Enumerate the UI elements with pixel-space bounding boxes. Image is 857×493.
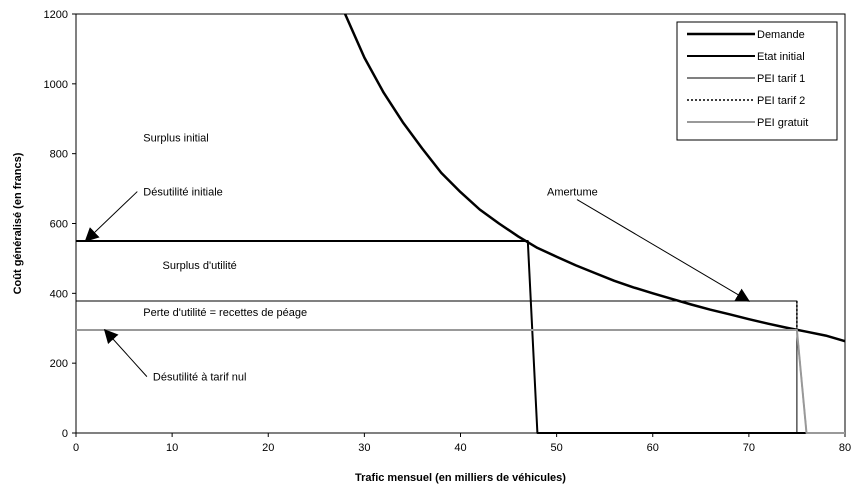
x-tick-label: 60	[647, 442, 659, 454]
legend-label: Demande	[757, 29, 805, 41]
annotation-arrow-desutilite-tarif-nul	[103, 328, 148, 377]
axes: 0 200 400 600 800 1000 1200 0 10 20 30 40 50 60 70 80 Tr…	[12, 9, 851, 484]
series-group	[76, 13, 846, 434]
annotation-arrow-amertume	[576, 199, 751, 302]
series-line-pei-gratuit	[76, 329, 845, 434]
y-tick-label: 0	[62, 428, 68, 440]
legend-label: PEI tarif 1	[757, 73, 805, 85]
legend: Demande Etat initial PEI tarif 1 PEI tarif …	[676, 21, 838, 141]
legend-label: Etat initial	[757, 51, 805, 63]
y-tick-label: 1200	[44, 9, 68, 21]
x-tick-label: 30	[358, 442, 370, 454]
legend-label: PEI tarif 2	[757, 95, 805, 107]
y-tick-label: 800	[50, 149, 68, 161]
annotation-perte-utilite: Perte d'utilité = recettes de péage	[143, 307, 307, 319]
y-tick-label: 400	[50, 288, 68, 300]
x-axis-title: Trafic mensuel (en milliers de véhicules…	[355, 472, 566, 484]
annotation-amertume: Amertume	[547, 187, 598, 199]
x-tick-label: 20	[262, 442, 274, 454]
annotation-desutilite-initiale: Désutilité initiale	[143, 187, 222, 199]
annotation-arrow-desutilite-initiale	[84, 191, 138, 242]
annotations-group: Surplus initial Désutilité initiale Surplu…	[84, 132, 751, 384]
x-tick-label: 40	[454, 442, 466, 454]
y-axis-title: Coût généralisé (en francs)	[12, 152, 24, 294]
legend-label: PEI gratuit	[757, 117, 808, 129]
x-tick-label: 70	[743, 442, 755, 454]
annotation-surplus-utilite: Surplus d'utilité	[163, 260, 237, 272]
x-tick-label: 50	[551, 442, 563, 454]
x-tick-label: 10	[166, 442, 178, 454]
annotation-desutilite-tarif-nul: Désutilité à tarif nul	[153, 372, 247, 384]
series-line-demande	[343, 13, 846, 343]
x-tick-label: 0	[73, 442, 79, 454]
y-tick-label: 600	[50, 219, 68, 231]
annotation-surplus-initial: Surplus initial	[143, 132, 208, 144]
y-tick-label: 1000	[44, 79, 68, 91]
y-tick-label: 200	[50, 358, 68, 370]
series-line-etat-initial	[76, 240, 845, 434]
legend-box	[676, 21, 838, 141]
x-tick-label: 80	[839, 442, 851, 454]
